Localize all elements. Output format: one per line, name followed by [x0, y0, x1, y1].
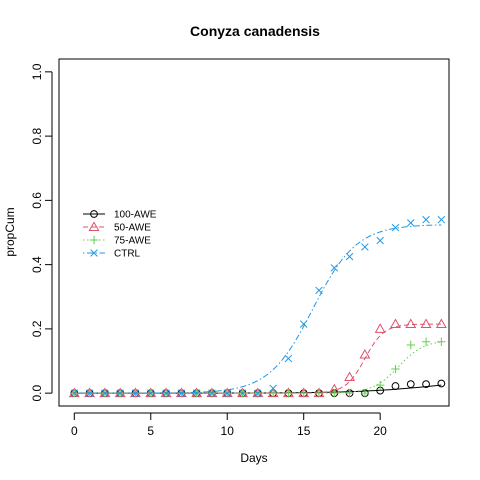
data-point [116, 389, 124, 397]
data-point [376, 236, 384, 245]
series-line [74, 341, 442, 394]
data-point [268, 388, 278, 398]
series-50-awe [68, 318, 447, 398]
data-point [284, 388, 293, 398]
data-point [437, 337, 446, 346]
y-tick-label: 0.4 [30, 256, 44, 273]
data-point [345, 388, 354, 398]
data-point [406, 340, 415, 350]
data-point [407, 219, 415, 227]
data-point [299, 388, 308, 398]
y-tick-label: 0.2 [30, 320, 44, 337]
series-line [74, 224, 442, 394]
data-point [269, 384, 277, 393]
data-point [375, 380, 385, 390]
data-point [238, 389, 247, 397]
legend-label: 50-AWE [114, 223, 151, 234]
data-point [437, 379, 446, 388]
x-axis-label: Days [240, 451, 267, 465]
data-point [437, 215, 446, 224]
data-point [422, 215, 430, 224]
data-point [162, 389, 170, 397]
legend-item: CTRL [83, 249, 141, 260]
data-point [330, 264, 339, 272]
data-point [192, 389, 201, 397]
legend-marker [90, 210, 98, 218]
data-point [420, 318, 432, 329]
x-axis: 0 5 10 15 20 [71, 412, 387, 438]
y-axis-label: propCum [3, 207, 17, 256]
data-point [391, 223, 400, 232]
legend-marker [89, 235, 99, 245]
legend: 100-AWE 50-AWE 75-AWE CTRL [83, 210, 157, 260]
data-point [314, 388, 324, 398]
data-point [359, 348, 371, 359]
data-point [70, 389, 79, 397]
legend-label: 75-AWE [114, 236, 151, 247]
series-line [74, 323, 442, 394]
x-tick-label: 20 [373, 424, 387, 438]
y-tick-label: 0.0 [30, 384, 44, 401]
data-point [374, 323, 386, 333]
data-point [315, 286, 323, 295]
chart-title: Conyza canadensis [190, 23, 320, 39]
data-point [177, 389, 186, 397]
data-point [344, 371, 356, 382]
data-point [147, 389, 155, 397]
legend-label: CTRL [114, 249, 141, 260]
y-tick-label: 1.0 [30, 63, 44, 80]
data-point [391, 364, 400, 374]
data-point [421, 337, 431, 346]
data-point [254, 389, 262, 397]
data-point [391, 382, 400, 390]
legend-item: 75-AWE [83, 236, 151, 247]
y-axis: 0.0 0.2 0.4 0.6 0.8 1.0 [30, 63, 53, 401]
data-point [406, 380, 415, 389]
series-ctrl [70, 215, 446, 397]
x-tick-label: 5 [147, 424, 154, 438]
legend-marker [90, 249, 98, 257]
data-point [208, 389, 216, 397]
legend-item: 100-AWE [83, 210, 157, 221]
data-point [405, 318, 417, 329]
legend-label: 100-AWE [114, 210, 157, 221]
data-point [330, 388, 339, 398]
data-point [223, 389, 231, 397]
data-point [85, 389, 94, 397]
data-point [299, 320, 308, 328]
data-point [101, 389, 109, 397]
data-point [390, 318, 401, 329]
x-tick-label: 0 [71, 424, 78, 438]
y-tick-label: 0.6 [30, 192, 44, 209]
data-point [284, 354, 293, 363]
x-tick-label: 10 [221, 424, 235, 438]
series-layer [68, 215, 447, 398]
legend-item: 50-AWE [83, 221, 151, 234]
y-tick-label: 0.8 [30, 127, 44, 144]
x-tick-label: 15 [297, 424, 311, 438]
data-point [361, 243, 369, 251]
data-point [345, 252, 354, 261]
plot-frame [58, 58, 450, 407]
data-point [435, 318, 447, 329]
data-point [131, 389, 140, 397]
data-point [360, 388, 370, 398]
data-point [422, 380, 430, 389]
legend-marker [88, 221, 100, 231]
